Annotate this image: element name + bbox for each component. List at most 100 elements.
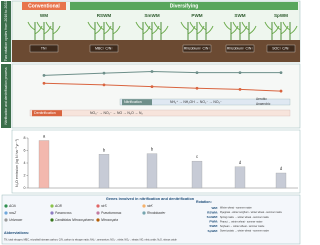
legend-swatch <box>142 204 146 208</box>
soil-label-box <box>89 44 119 53</box>
series-point <box>279 71 283 74</box>
plant-leaf <box>264 21 280 35</box>
legend-swatch <box>142 211 146 215</box>
plant-leaf <box>232 21 248 35</box>
treatment-label: RSWM <box>97 13 112 18</box>
plant-leaf <box>180 21 196 35</box>
plant-leaf <box>96 21 112 35</box>
plant-leaf <box>27 21 43 35</box>
treatment-label: PWM <box>191 13 202 18</box>
series-point <box>102 83 106 87</box>
legend-swatch <box>50 218 54 222</box>
plant-leaf <box>144 21 160 35</box>
series-point <box>195 86 199 90</box>
soil-label-box <box>225 44 255 53</box>
legend-label: Pseudomonas <box>101 211 122 215</box>
rotation-title: Rotation: <box>196 200 212 204</box>
bar <box>38 140 50 189</box>
treatment-label: SmWM <box>144 13 159 18</box>
treatment-label: SWM <box>234 13 245 18</box>
rotation-code: SWM: <box>209 224 218 228</box>
rotation-code: RSWM: <box>207 210 218 214</box>
significance-label: d <box>239 160 242 165</box>
soil-label-box <box>29 44 59 53</box>
series-point <box>42 74 46 77</box>
side-tab <box>1 64 11 128</box>
soil-label-box <box>266 44 296 53</box>
rotation-code: SpWM: <box>208 229 218 233</box>
side-label: Nitrification and denitrification proces… <box>4 67 8 124</box>
side-tab <box>1 1 11 62</box>
soil-label: MBC↑ C/N↑ <box>95 47 113 51</box>
rotation-text: Ryegrass - winter sorghum - winter wheat… <box>220 211 283 214</box>
series-point <box>238 71 242 74</box>
soil-label-box <box>182 44 212 53</box>
legend-swatch <box>50 204 54 208</box>
legend-swatch <box>96 211 100 215</box>
conventional-box <box>22 2 66 10</box>
y-tick-label: 4 <box>24 161 26 165</box>
legend-swatch <box>4 211 8 215</box>
bar <box>146 153 158 189</box>
soil-label: Rhizobium↑ C/N↑ <box>184 47 210 51</box>
rotation-text: Winter wheat - summer maize <box>220 207 252 210</box>
series-line <box>43 82 282 92</box>
side-label: Two rotation cycles from 2016 to 2022 <box>4 1 8 62</box>
plant-leaf <box>45 21 61 35</box>
steps: NH₄⁺ → NH₂OH → NO₂⁻ → NO₃⁻ <box>170 100 222 104</box>
series-label-box <box>122 99 152 106</box>
bar <box>98 154 110 189</box>
y-axis-label: N₂O emission (kg N ha⁻¹ yr⁻¹) <box>15 139 19 187</box>
series-label: Nitrification <box>124 100 142 104</box>
legend-label: Paracoccus <box>55 211 72 215</box>
soil-label: SOC↑ C/N↑ <box>272 47 290 51</box>
abbrev-title: Abbreviations: <box>4 231 29 235</box>
plant-leaf <box>223 21 239 35</box>
plant-leaf <box>273 21 289 35</box>
series-point <box>102 71 106 75</box>
significance-label: b <box>103 147 106 152</box>
significance-label: d <box>280 166 283 171</box>
denitrification-row <box>29 109 291 117</box>
soil-label: TN↑ <box>41 47 48 51</box>
series-point <box>279 89 283 93</box>
soil-label: Rhizobium↑ C/N↑ <box>227 47 253 51</box>
series-point <box>42 81 46 85</box>
legend-title: Genes involved in nitrification and deni… <box>106 197 195 201</box>
series-point <box>150 85 154 88</box>
legend-label: Candidatus Nitrososphaera <box>55 218 94 222</box>
significance-label: a <box>43 134 46 139</box>
steps: NO₃⁻ → NO₂⁻ → NO → N₂O → N₂ <box>90 111 143 115</box>
legend-label: nirS <box>101 204 108 208</box>
diversifying-box <box>70 2 298 10</box>
plant-leaf <box>135 21 151 35</box>
plant-leaf <box>189 21 205 35</box>
rotation-code: PWM: <box>209 220 218 224</box>
plant-leaf <box>36 21 52 35</box>
plant-leaf <box>105 21 121 35</box>
series-label-box <box>32 110 62 117</box>
legend-label: Rhodobacter <box>147 211 166 215</box>
legend-label: nirK <box>147 204 154 208</box>
rotation-code: SmWM: <box>207 215 218 219</box>
legend-label: Nitrosospira <box>101 218 118 222</box>
treatment-label: WM <box>40 13 48 18</box>
bar <box>275 172 287 189</box>
condition: Anaerobic <box>256 102 271 106</box>
legend-swatch <box>96 218 100 222</box>
legend-swatch <box>50 211 54 215</box>
rotation-code: WM: <box>211 206 218 210</box>
plant-leaf <box>87 21 103 35</box>
bar <box>191 160 203 189</box>
legend-label: AOA <box>8 204 16 208</box>
legend-label: nosZ <box>9 211 17 215</box>
legend-swatch <box>96 204 100 208</box>
condition: Aerobic <box>256 97 267 101</box>
bar <box>234 166 246 189</box>
figure: Two rotation cycles from 2016 to 2022 Ni… <box>0 0 301 245</box>
series-point <box>150 70 154 73</box>
plant-leaf <box>282 21 298 35</box>
series-point <box>238 88 242 91</box>
header-label: Diversifying <box>170 4 199 10</box>
series-line <box>43 70 281 76</box>
